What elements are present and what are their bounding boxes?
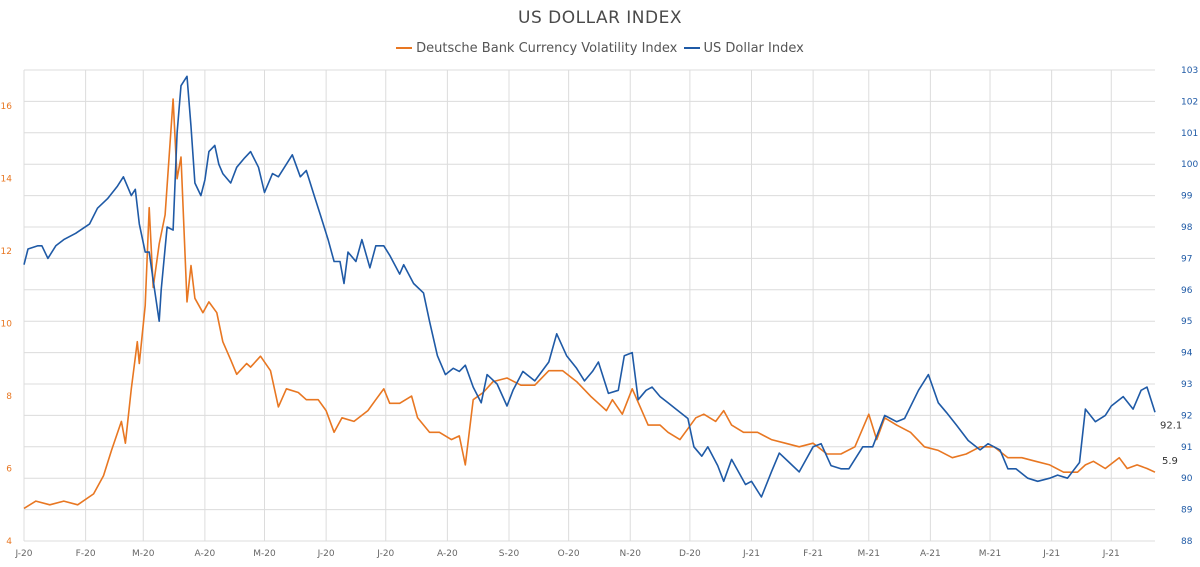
x-tick-label: M-20 xyxy=(132,549,155,559)
last-value-label-dbcvi: 5.9 xyxy=(1162,456,1178,467)
y-left-tick-label: 10 xyxy=(1,320,13,330)
x-tick-label: A-20 xyxy=(437,549,458,559)
y-right-tick-label: 100 xyxy=(1181,160,1198,170)
legend-swatch-dbcvi xyxy=(396,47,413,49)
x-tick-label: M-21 xyxy=(858,549,880,559)
y-left-tick-label: 14 xyxy=(1,175,13,185)
x-tick-label: J-21 xyxy=(1042,549,1060,559)
x-tick-label: J-20 xyxy=(317,549,335,559)
x-tick-label: O-20 xyxy=(558,549,580,559)
series-line-usd xyxy=(23,75,1156,498)
series-line-dbcvi xyxy=(23,98,1156,510)
y-right-tick-label: 103 xyxy=(1181,66,1198,76)
legend-item-usd[interactable]: US Dollar Index xyxy=(683,40,804,56)
y-left-tick-label: 12 xyxy=(1,247,12,257)
x-tick-label: D-20 xyxy=(679,549,701,559)
y-right-tick-label: 98 xyxy=(1181,223,1193,233)
y-right-tick-label: 89 xyxy=(1181,506,1193,516)
x-tick-label: J-20 xyxy=(376,549,394,559)
y-right-tick-label: 88 xyxy=(1181,537,1193,547)
legend-label-dbcvi: Deutsche Bank Currency Volatility Index xyxy=(416,40,678,56)
y-right-tick-label: 90 xyxy=(1181,474,1193,484)
x-tick-label: M-20 xyxy=(253,549,276,559)
y-left-tick-label: 8 xyxy=(6,392,12,402)
x-tick-label: J-21 xyxy=(1102,549,1120,559)
chart-title: US DOLLAR INDEX xyxy=(518,8,682,28)
y-right-tick-label: 95 xyxy=(1181,317,1192,327)
x-tick-label: A-21 xyxy=(920,549,941,559)
y-right-tick-label: 102 xyxy=(1181,97,1198,107)
legend-label-usd: US Dollar Index xyxy=(703,40,804,56)
legend: Deutsche Bank Currency Volatility Index … xyxy=(0,38,1200,56)
y-right-tick-label: 96 xyxy=(1181,286,1193,296)
y-right-tick-label: 99 xyxy=(1181,192,1193,202)
x-tick-label: F-21 xyxy=(803,549,823,559)
x-tick-label: J-21 xyxy=(742,549,760,559)
x-tick-label: J-20 xyxy=(14,549,32,559)
legend-item-dbcvi[interactable]: Deutsche Bank Currency Volatility Index xyxy=(396,41,677,56)
y-right-tick-label: 94 xyxy=(1181,349,1193,359)
y-left-tick-label: 16 xyxy=(1,102,13,112)
last-value-label-usd: 92.1 xyxy=(1160,420,1182,431)
y-right-tick-label: 92 xyxy=(1181,411,1192,421)
y-left-tick-label: 4 xyxy=(6,537,12,547)
y-right-tick-label: 91 xyxy=(1181,443,1192,453)
x-tick-label: N-20 xyxy=(620,549,642,559)
x-tick-label: F-20 xyxy=(76,549,96,559)
y-left-tick-label: 6 xyxy=(6,465,12,475)
x-tick-label: S-20 xyxy=(499,549,520,559)
x-tick-label: M-21 xyxy=(979,549,1001,559)
y-right-tick-label: 93 xyxy=(1181,380,1192,390)
legend-swatch-usd xyxy=(683,47,700,49)
y-right-tick-label: 101 xyxy=(1181,129,1198,139)
x-tick-label: A-20 xyxy=(195,549,216,559)
y-right-tick-label: 97 xyxy=(1181,254,1192,264)
